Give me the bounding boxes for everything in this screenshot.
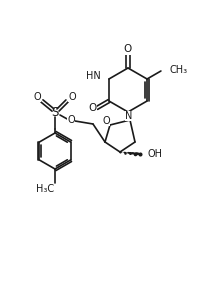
Text: H₃C: H₃C [36,184,54,194]
Text: O: O [67,115,75,125]
Text: S: S [51,106,59,119]
Text: N: N [125,111,133,121]
Text: O: O [124,44,132,54]
Text: O: O [102,116,110,126]
Text: O: O [33,92,41,102]
Text: HN: HN [86,71,101,81]
Text: O: O [89,103,97,113]
Text: O: O [68,92,76,102]
Text: CH₃: CH₃ [170,65,188,75]
Text: OH: OH [148,149,163,159]
